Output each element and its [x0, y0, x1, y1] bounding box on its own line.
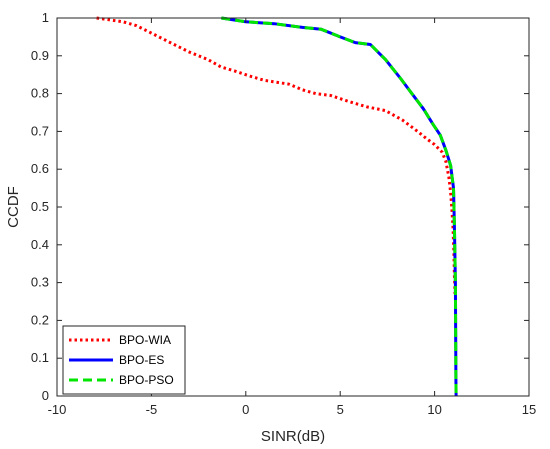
- y-tick-label: 0: [42, 388, 49, 403]
- legend: BPO-WIA BPO-ES BPO-PSO: [62, 325, 186, 395]
- legend-label: BPO-WIA: [119, 333, 171, 347]
- ticks-layer: -10 -5 0 5 10 15 0 0.1 0.2 0.3 0.4 0.5 0.6 0.7 0.8 0.9 1: [31, 10, 536, 417]
- y-tick-label: 0.8: [31, 86, 49, 101]
- x-tick-label: 15: [522, 402, 536, 417]
- x-axis-label: SINR(dB): [261, 428, 325, 445]
- series-line-bpo-pso: [221, 16, 458, 397]
- y-tick-label: 0.6: [31, 161, 49, 176]
- x-tick-label: 10: [427, 402, 441, 417]
- series-layer: [96, 16, 458, 397]
- x-tick-label: -10: [48, 402, 67, 417]
- x-tick-label: 5: [337, 402, 344, 417]
- series-line-bpo-wia: [96, 16, 457, 294]
- y-tick-label: 0.7: [31, 123, 49, 138]
- x-tick-label: -5: [146, 402, 158, 417]
- y-axis-label: CCDF: [5, 186, 22, 228]
- legend-label: BPO-ES: [119, 353, 164, 367]
- x-tick-label: 0: [242, 402, 249, 417]
- y-tick-label: 0.4: [31, 237, 49, 252]
- y-tick-label: 0.1: [31, 350, 49, 365]
- y-tick-label: 0.9: [31, 48, 49, 63]
- y-tick-label: 0.3: [31, 275, 49, 290]
- y-tick-label: 1: [42, 10, 49, 25]
- legend-label: BPO-PSO: [119, 373, 174, 387]
- y-tick-label: 0.2: [31, 312, 49, 327]
- y-tick-label: 0.5: [31, 199, 49, 214]
